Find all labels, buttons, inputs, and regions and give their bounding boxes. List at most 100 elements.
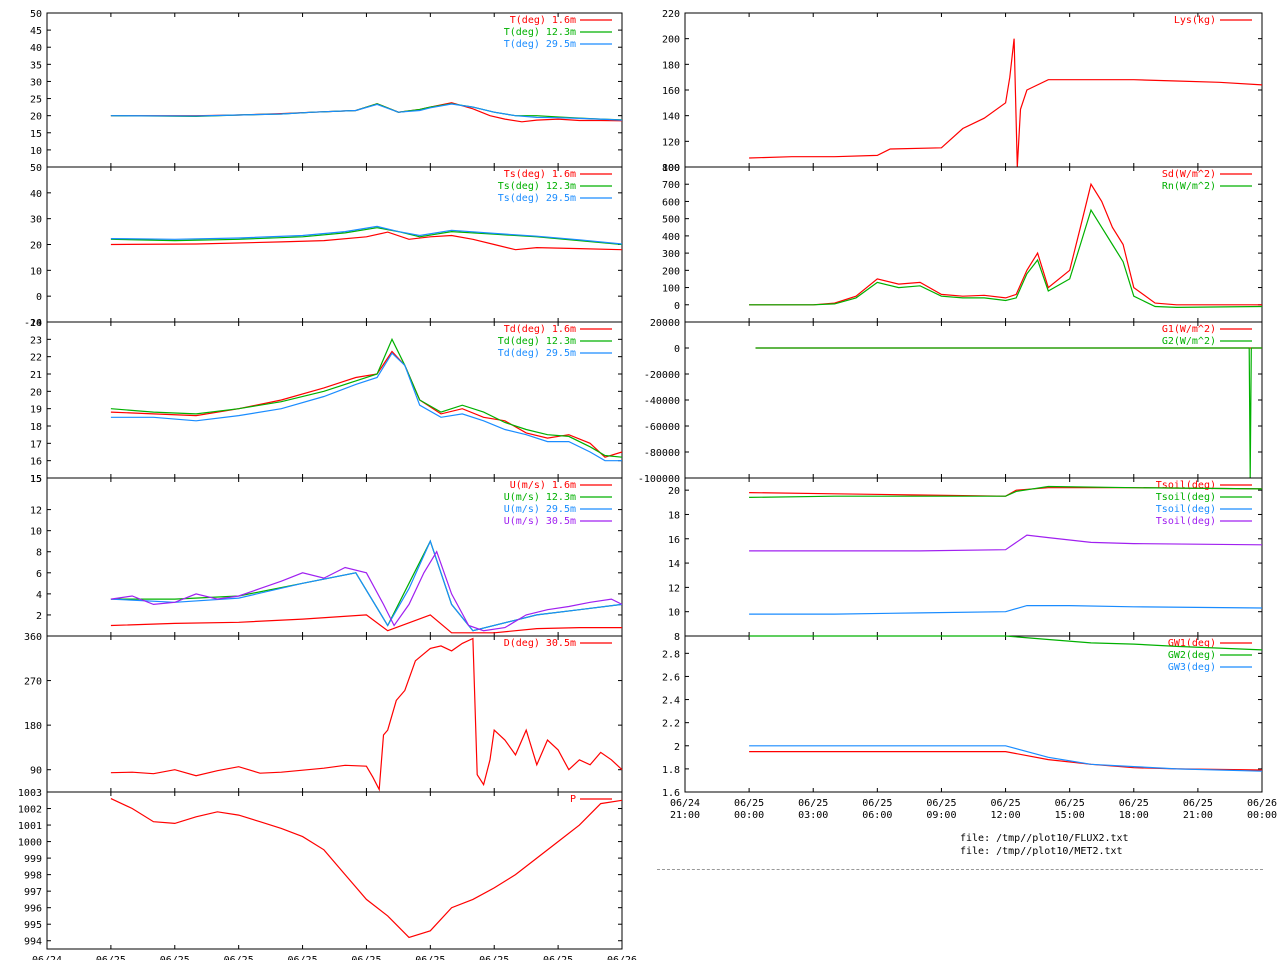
y-tick-label: 994	[24, 937, 42, 948]
legend-label: D(deg) 30.5m	[504, 638, 576, 649]
y-tick-label: 17	[30, 439, 42, 450]
y-tick-label: 1.8	[662, 765, 680, 776]
y-tick-label: 10	[30, 266, 42, 277]
series-line	[110, 103, 623, 121]
series-line	[110, 102, 623, 123]
series-line	[749, 182, 1262, 306]
y-tick-label: 30	[30, 215, 42, 226]
y-tick-label: 0	[674, 344, 680, 355]
y-tick-label: 160	[662, 86, 680, 97]
x-tick-label: 21:00	[1183, 810, 1213, 821]
y-tick-label: 400	[662, 232, 680, 243]
y-tick-label: 2.2	[662, 719, 680, 730]
x-tick-label: 06/25	[1055, 798, 1085, 809]
y-tick-label: 220	[662, 9, 680, 20]
legend-label: GW1(deg)	[1168, 638, 1216, 649]
x-tick-label: 06/25	[224, 955, 254, 960]
legend-label: Td(deg) 1.6m	[504, 324, 576, 335]
y-tick-label: 1002	[18, 805, 42, 816]
y-tick-label: 180	[24, 721, 42, 732]
y-tick-label: 998	[24, 871, 42, 882]
y-tick-label: 12	[668, 583, 680, 594]
y-tick-label: 40	[30, 189, 42, 200]
y-tick-label: 995	[24, 920, 42, 931]
series-line	[749, 750, 1263, 771]
y-tick-label: -60000	[644, 422, 680, 433]
y-tick-label: 700	[662, 180, 680, 191]
y-tick-label: 8	[674, 632, 680, 643]
legend-label: Tsoil(deg)	[1156, 492, 1216, 503]
y-tick-label: 300	[662, 249, 680, 260]
panel-Tsoil: 8101214161820Tsoil(deg)Tsoil(deg)Tsoil(d…	[668, 477, 1263, 643]
series-line	[749, 604, 1263, 615]
legend-label: Td(deg) 12.3m	[498, 336, 576, 347]
panel-P: 994 995 996 997 998 999 1000 1001 1002 1003 P 06/24…	[18, 788, 637, 960]
y-tick-label: 16	[668, 535, 680, 546]
y-tick-label: 21	[30, 370, 42, 381]
y-tick-label: 100	[662, 284, 680, 295]
y-tick-label: 200	[662, 266, 680, 277]
y-tick-label: 1001	[18, 821, 42, 832]
y-tick-label: 997	[24, 887, 42, 898]
legend-label: Td(deg) 29.5m	[498, 348, 576, 359]
y-tick-label: 90	[30, 766, 42, 777]
legend-label: T(deg) 1.6m	[510, 15, 576, 26]
y-tick-label: 0	[674, 301, 680, 312]
y-tick-label: 19	[30, 405, 42, 416]
panel-GW: 1.6 1.8 2 2.2 2.4 2.6 2.8 GW1(deg)GW2(deg)GW3(d…	[662, 635, 1277, 821]
y-tick-label: 180	[662, 60, 680, 71]
y-tick-label: 999	[24, 854, 42, 865]
panel-Sd: 0 100 200 300 400 500 600 700 800 Sd(W/m^2)Rn(W/m…	[662, 163, 1263, 323]
y-tick-label: 100	[662, 163, 680, 174]
legend-label: Ts(deg) 12.3m	[498, 181, 576, 192]
legend-label: U(m/s) 1.6m	[510, 480, 576, 491]
y-tick-label: 10	[30, 146, 42, 157]
series-line	[755, 347, 1262, 479]
panel-Lys: 100 120 140 160 180 200 220 Lys(kg)	[662, 9, 1263, 174]
series-line	[749, 208, 1263, 309]
x-tick-label: 00:00	[1247, 810, 1277, 821]
series-line	[110, 227, 623, 246]
x-tick-label: 06/25	[479, 955, 509, 960]
y-tick-label: 20	[30, 387, 42, 398]
y-tick-label: 270	[24, 677, 42, 688]
y-tick-label: 20	[668, 486, 680, 497]
series-line	[110, 539, 623, 632]
panel-G: -100000 -80000 -60000 -40000 -20000 0 20000 G1(…	[638, 318, 1263, 485]
y-tick-label: 2.4	[662, 696, 680, 707]
y-tick-label: 20000	[650, 318, 680, 329]
legend-label: Ts(deg) 29.5m	[498, 193, 576, 204]
legend-label: T(deg) 12.3m	[504, 27, 576, 38]
y-tick-label: 1003	[18, 788, 42, 799]
x-tick-label: 06/25	[1119, 798, 1149, 809]
legend-label: U(m/s) 30.5m	[504, 516, 576, 527]
file-list: file: /tmp//plot10/FLUX2.txt file: /tmp/…	[960, 832, 1129, 858]
series-line	[110, 337, 623, 458]
panel-frame	[46, 635, 623, 793]
series-line	[110, 550, 623, 632]
legend-label: Sd(W/m^2)	[1162, 169, 1216, 180]
y-tick-label: 20	[30, 241, 42, 252]
x-tick-label: 18:00	[1119, 810, 1149, 821]
series-line	[749, 38, 1263, 168]
series-line	[110, 539, 623, 632]
y-tick-label: -100000	[638, 474, 680, 485]
x-tick-label: 06/24	[670, 798, 700, 809]
x-tick-label: 21:00	[670, 810, 700, 821]
y-tick-label: 1.6	[662, 788, 680, 799]
y-tick-label: 50	[30, 9, 42, 20]
y-tick-label: 18	[30, 422, 42, 433]
y-tick-label: 8	[36, 548, 42, 559]
y-tick-label: 50	[30, 163, 42, 174]
legend-label: G1(W/m^2)	[1162, 324, 1216, 335]
x-tick-label: 12:00	[991, 810, 1021, 821]
y-tick-label: -20000	[644, 370, 680, 381]
y-tick-label: 6	[36, 569, 42, 580]
legend-label: Tsoil(deg)	[1156, 504, 1216, 515]
legend-label: P	[570, 794, 576, 805]
legend-label: Rn(W/m^2)	[1162, 181, 1216, 192]
series-line	[110, 637, 623, 792]
x-tick-label: 06/26	[607, 955, 637, 960]
